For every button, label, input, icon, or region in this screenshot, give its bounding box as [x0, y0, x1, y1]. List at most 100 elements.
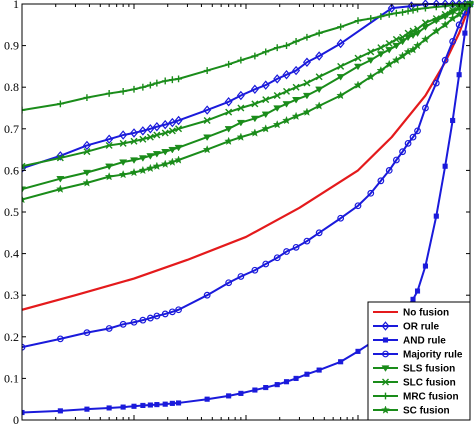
legend-entry-and-rule: AND rule [373, 336, 446, 347]
legend-entry-no-fusion: No fusion [373, 308, 449, 319]
data-point-mrc-fusion [385, 11, 393, 18]
data-point-sc-fusion [202, 145, 212, 154]
data-point-slc-fusion [56, 154, 64, 162]
data-point-or-rule [56, 151, 65, 161]
legend-entry-or-rule: OR rule [373, 321, 440, 333]
data-point-slc-fusion [441, 10, 449, 18]
data-point-sc-fusion [421, 34, 430, 44]
data-point-majority-rule [422, 104, 429, 112]
series-no-fusion [22, 3, 472, 311]
y-tick-label: 0.3 [4, 288, 19, 302]
data-point-slc-fusion [392, 35, 400, 43]
data-point-sls-fusion [82, 169, 91, 177]
data-point-slc-fusion [354, 54, 362, 62]
data-point-and-rule [316, 367, 322, 373]
legend: No fusion OR rule AND rule Majority rule SLS… [367, 301, 471, 421]
data-point-sls-fusion [146, 153, 155, 160]
data-point-mrc-fusion [225, 60, 233, 68]
data-point-and-rule [422, 263, 428, 269]
data-point-sc-fusion [336, 90, 345, 100]
data-point-sls-fusion [282, 101, 291, 108]
legend-entry-sc-fusion: SC fusion [373, 405, 450, 417]
data-point-sls-fusion [22, 186, 27, 193]
data-point-and-rule [414, 288, 421, 294]
data-point-mrc-fusion [153, 79, 161, 87]
data-point-mrc-fusion [105, 90, 113, 97]
data-point-majority-rule [161, 310, 169, 318]
legend-entry-majority-rule: Majority rule [373, 350, 463, 361]
series-line-no-fusion [22, 3, 472, 311]
data-point-and-rule [140, 402, 146, 408]
data-point-majority-rule [146, 314, 154, 322]
data-point-sls-fusion [129, 157, 139, 164]
y-tick-label: 0 [13, 413, 19, 425]
data-point-sls-fusion [119, 159, 128, 166]
data-point-mrc-fusion [303, 33, 311, 41]
data-point-and-rule [263, 385, 269, 391]
data-point-majority-rule [130, 318, 138, 326]
series-sc-fusion [22, 0, 474, 204]
data-point-and-rule [154, 402, 160, 408]
data-point-and-rule [57, 408, 63, 414]
data-point-mrc-fusion [130, 85, 138, 93]
data-point-and-rule [84, 406, 90, 412]
legend-label: No fusion [403, 308, 449, 319]
data-point-slc-fusion [105, 141, 113, 149]
data-point-sc-fusion [392, 55, 401, 64]
data-point-mrc-fusion [399, 8, 406, 16]
data-point-sc-fusion [291, 111, 301, 121]
data-point-or-rule [119, 130, 128, 140]
data-point-or-rule [174, 115, 183, 126]
data-point-slc-fusion [421, 19, 429, 27]
data-point-majority-rule [251, 266, 259, 274]
data-point-mrc-fusion [337, 23, 345, 31]
data-point-sls-fusion [353, 63, 363, 71]
data-point-sc-fusion [22, 194, 27, 204]
data-point-majority-rule [399, 148, 406, 156]
legend-marker [382, 378, 389, 386]
legend-label: SLS fusion [403, 364, 455, 375]
data-point-majority-rule [315, 229, 323, 237]
data-point-sc-fusion [138, 165, 148, 175]
data-point-sls-fusion [315, 86, 324, 94]
data-point-or-rule [261, 80, 270, 90]
data-point-majority-rule [449, 38, 457, 45]
data-point-mrc-fusion [168, 76, 176, 84]
data-point-mrc-fusion [409, 6, 417, 14]
data-point-sls-fusion [203, 134, 212, 141]
data-point-sc-fusion [282, 115, 291, 125]
data-point-slc-fusion [262, 96, 270, 104]
data-point-sls-fusion [302, 92, 311, 100]
y-tick-label: 0.7 [4, 122, 19, 136]
data-point-sc-fusion [366, 72, 376, 81]
data-point-slc-fusion [119, 139, 127, 147]
data-point-sc-fusion [236, 132, 246, 141]
data-point-mrc-fusion [283, 42, 290, 49]
legend-marker [381, 405, 390, 414]
legend-label: SC fusion [403, 406, 450, 417]
data-point-majority-rule [367, 189, 375, 197]
data-point-sc-fusion [302, 107, 312, 116]
data-point-majority-rule [273, 254, 281, 262]
data-point-sc-fusion [261, 124, 271, 133]
data-point-sc-fusion [454, 9, 464, 19]
data-point-majority-rule [409, 133, 417, 141]
data-point-sc-fusion [440, 20, 450, 29]
data-point-sc-fusion [160, 159, 170, 168]
data-point-slc-fusion [251, 100, 259, 108]
legend-label: SLC fusion [403, 378, 456, 389]
data-point-mrc-fusion [377, 13, 385, 20]
data-point-sls-fusion [385, 47, 394, 54]
data-point-mrc-fusion [175, 75, 182, 83]
data-point-mrc-fusion [22, 106, 26, 114]
data-point-sls-fusion [152, 151, 161, 158]
y-tick-label: 1 [13, 0, 19, 11]
data-point-slc-fusion [168, 127, 176, 135]
data-point-and-rule [293, 375, 299, 381]
data-point-majority-rule [354, 202, 362, 210]
data-point-slc-fusion [385, 40, 393, 48]
data-point-slc-fusion [432, 15, 440, 23]
data-point-majority-rule [237, 273, 245, 280]
data-point-slc-fusion [292, 83, 300, 91]
data-point-mrc-fusion [146, 81, 154, 89]
